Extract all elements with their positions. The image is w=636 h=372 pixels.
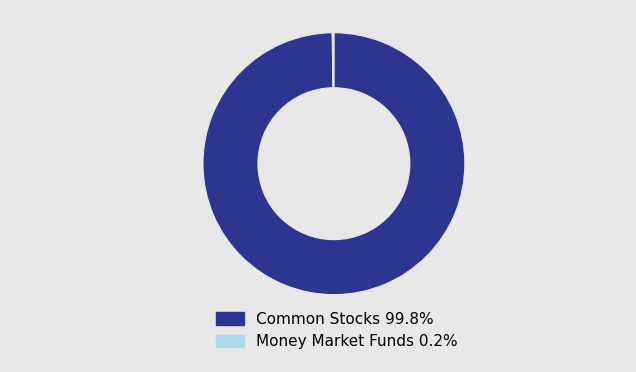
Wedge shape [332,33,334,88]
Wedge shape [203,33,465,295]
Legend: Common Stocks 99.8%, Money Market Funds 0.2%: Common Stocks 99.8%, Money Market Funds … [209,304,466,357]
